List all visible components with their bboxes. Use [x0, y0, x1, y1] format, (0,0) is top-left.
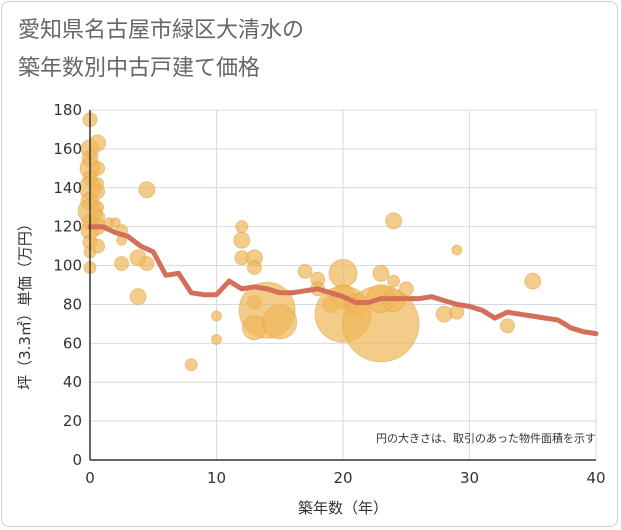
chart-title: 愛知県名古屋市緑区大清水の 築年数別中古戸建て価格	[18, 12, 304, 88]
y-axis-label: 坪（3.3㎡）単価（万円）	[16, 216, 34, 390]
data-bubble	[451, 244, 463, 256]
x-tick-label: 30	[460, 469, 479, 487]
trend-line-layer	[87, 224, 599, 337]
chart-title-line-2: 築年数別中古戸建て価格	[18, 56, 261, 81]
data-bubble	[372, 264, 390, 282]
x-tick-label: 10	[207, 469, 226, 487]
data-bubble	[138, 181, 156, 199]
y-tick-label: 40	[63, 373, 82, 391]
data-bubble	[139, 256, 155, 272]
data-bubble	[297, 263, 313, 279]
data-bubble	[385, 212, 403, 230]
data-bubble	[90, 238, 106, 254]
y-tick-label: 120	[53, 218, 82, 236]
x-axis-label: 築年数（年）	[298, 499, 388, 517]
data-bubble	[499, 318, 515, 334]
data-bubble	[90, 160, 106, 176]
x-tick-label: 40	[586, 469, 605, 487]
data-bubble	[398, 281, 414, 297]
data-bubble	[262, 304, 298, 340]
data-bubble	[246, 260, 262, 275]
data-bubble	[90, 184, 106, 200]
data-bubble	[211, 333, 222, 345]
data-bubble	[109, 217, 121, 229]
data-bubble	[114, 256, 130, 272]
data-bubble	[211, 310, 222, 322]
x-tick-label: 20	[333, 469, 352, 487]
data-bubble	[387, 274, 401, 288]
axes-layer: 0 20 40 60 80 100 120 140 160 180 0 10 20 30 40	[53, 101, 605, 487]
x-tick-label: 0	[85, 469, 95, 487]
y-tick-label: 180	[53, 101, 82, 119]
data-bubble	[233, 231, 251, 249]
data-bubble	[89, 134, 107, 152]
data-bubble	[328, 258, 358, 288]
average-price-line	[87, 224, 599, 337]
data-bubble	[129, 288, 147, 306]
y-tick-label: 20	[63, 412, 82, 430]
y-tick-label: 60	[63, 334, 82, 352]
data-bubble	[524, 272, 542, 290]
y-tick-label: 100	[53, 257, 82, 275]
y-tick-label: 140	[53, 179, 82, 197]
size-legend-note: 円の大きさは、取引のあった物件面積を示す	[376, 431, 596, 445]
chart-title-line-1: 愛知県名古屋市緑区大清水の	[18, 18, 305, 43]
data-bubble	[235, 220, 249, 234]
data-bubble	[184, 358, 198, 372]
y-tick-label: 160	[53, 140, 82, 158]
y-tick-label: 80	[63, 295, 82, 313]
y-tick-label: 0	[72, 451, 82, 469]
